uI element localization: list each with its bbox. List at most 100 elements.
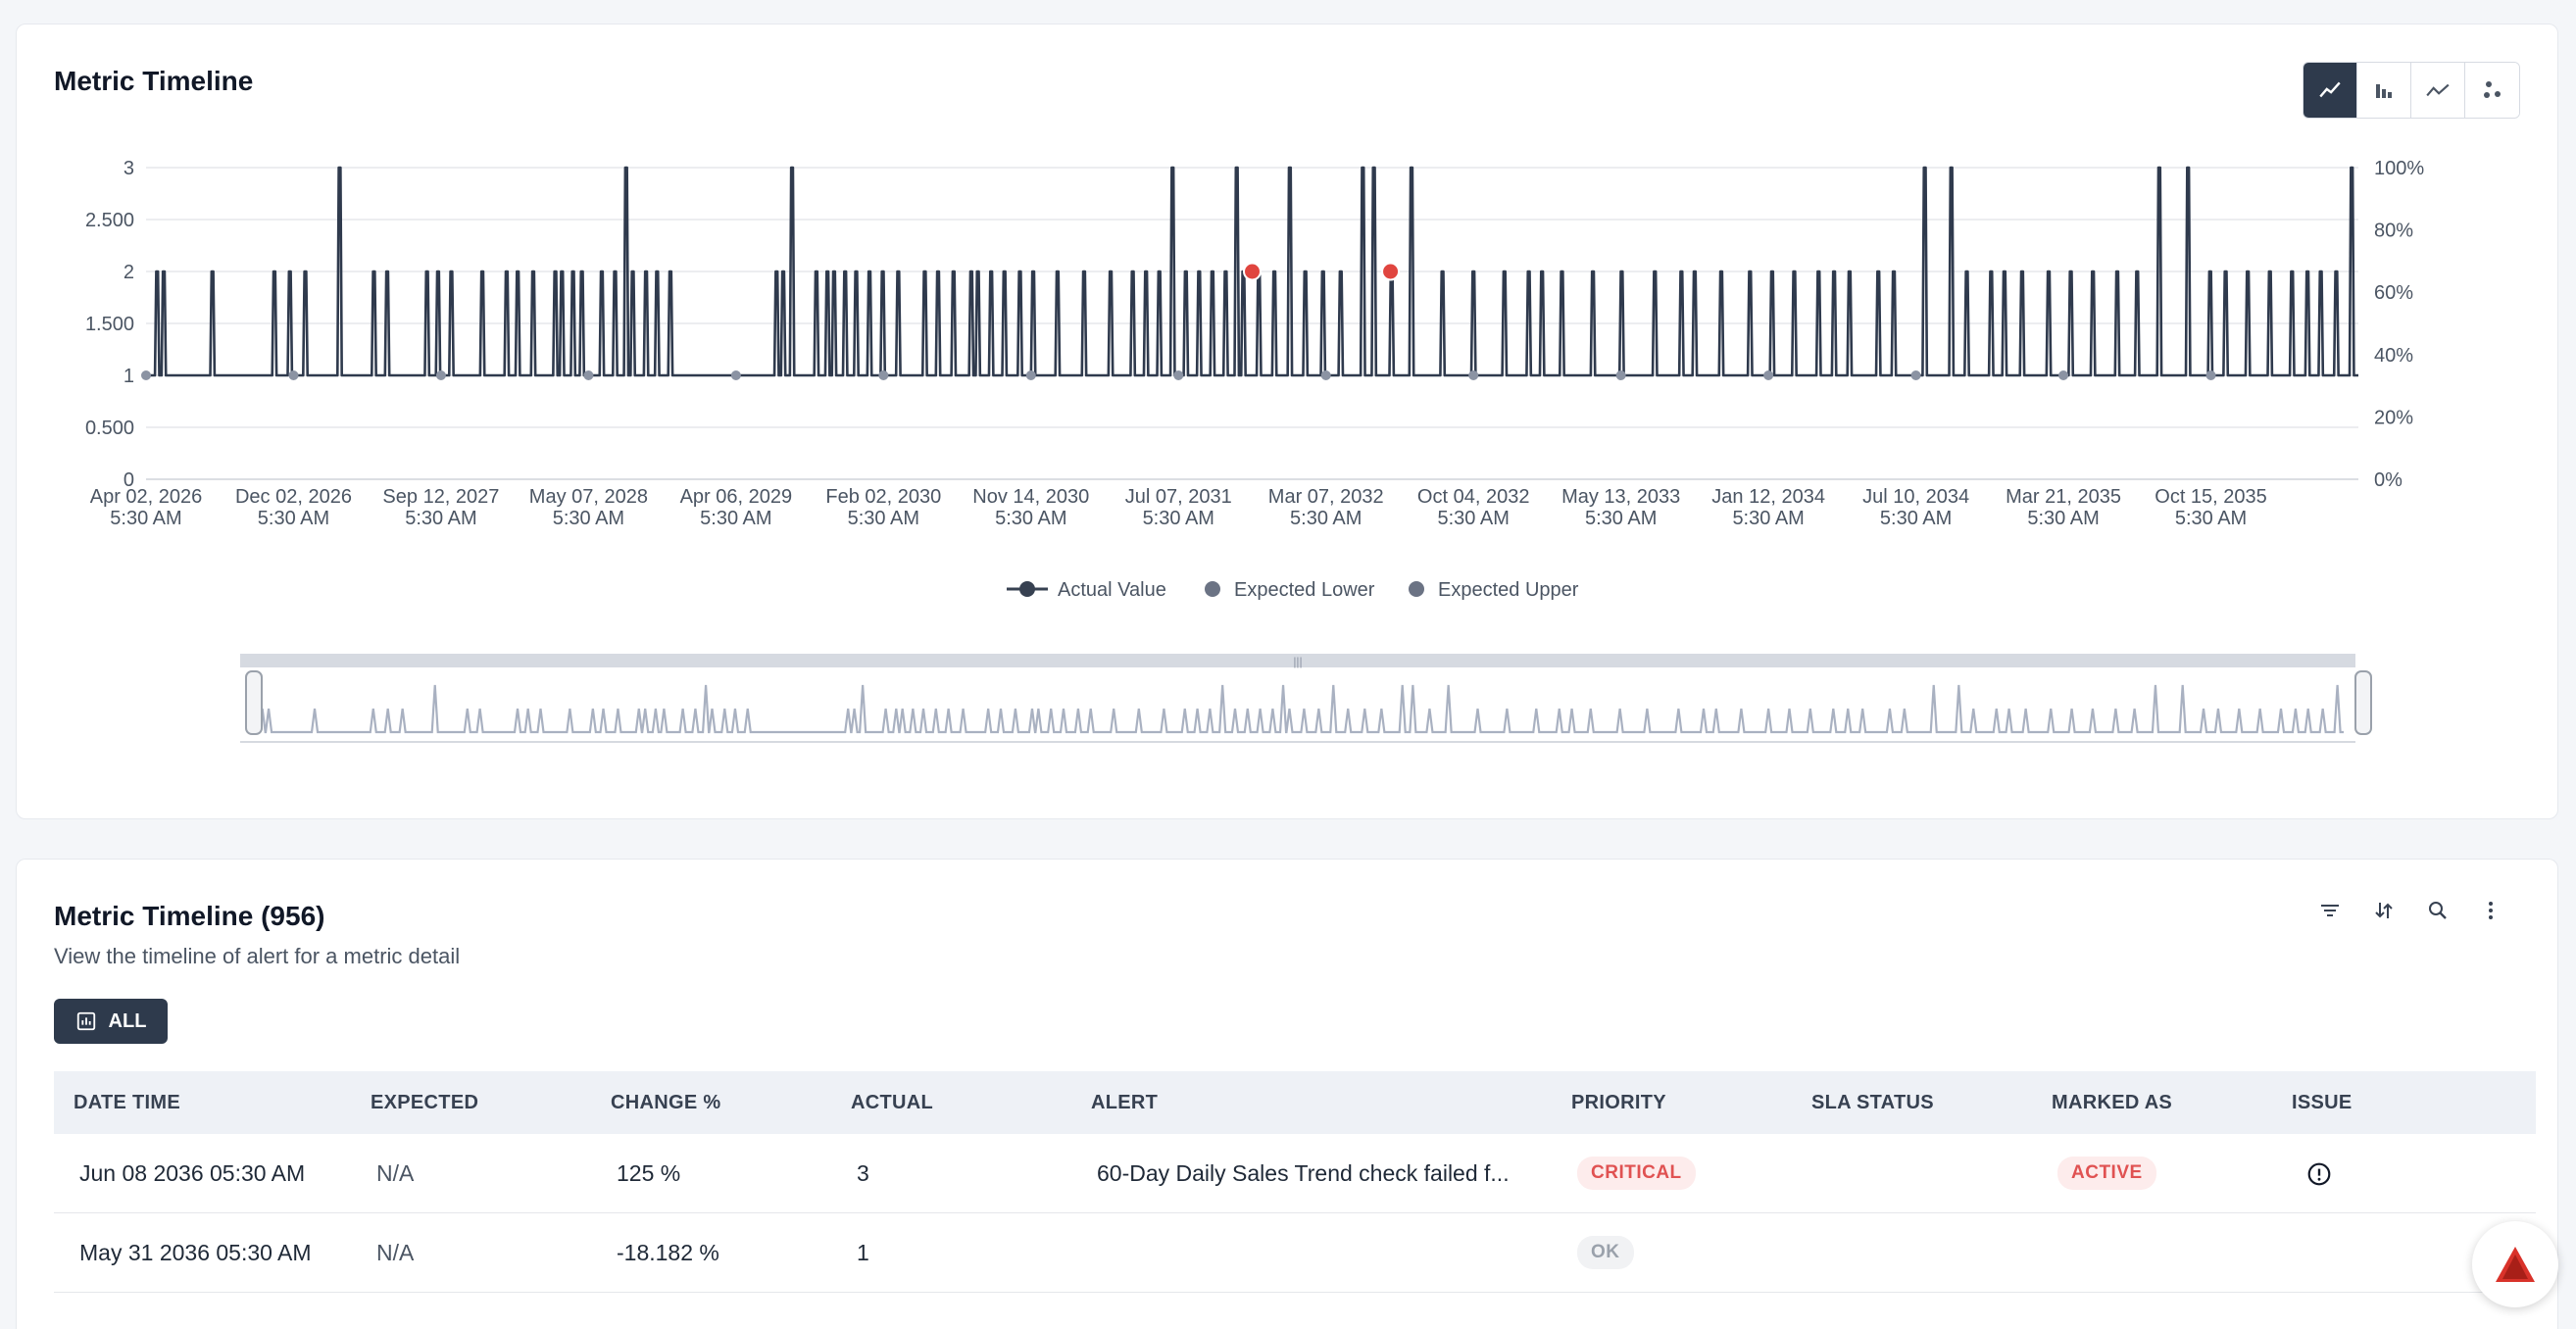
legend-marker	[1205, 581, 1220, 597]
bar-chart-toggle-button[interactable]	[2357, 63, 2411, 118]
y-right-tick-label: 20%	[2374, 407, 2413, 428]
column-header-date-time[interactable]: DATE TIME	[74, 1091, 180, 1113]
navigator-series	[252, 684, 2344, 734]
column-header-priority[interactable]: PRIORITY	[1571, 1091, 1666, 1113]
cell-date-time: May 31 2036 05:30 AM	[79, 1239, 312, 1265]
x-tick-time: 5:30 AM	[995, 508, 1066, 529]
chart-card: Metric Timeline 0 0.500 1 1.500 2 2.500 3 0% 20%…	[16, 24, 2558, 819]
x-tick-date: Feb 02, 2030	[825, 486, 941, 508]
x-tick-time: 5:30 AM	[405, 508, 476, 529]
expected-marker	[1320, 370, 1331, 380]
navigator-left-handle[interactable]	[245, 670, 263, 735]
table-row[interactable]: May 31 2036 05:30 AM N/A -18.182 % 1 OK	[54, 1213, 2536, 1293]
table-card: Metric Timeline (956) View the timeline …	[16, 859, 2558, 1329]
x-tick-date: Nov 14, 2030	[972, 486, 1089, 508]
scatter-icon	[2483, 81, 2501, 98]
y-tick-label: 3	[124, 158, 134, 179]
legend-marker	[1019, 581, 1035, 597]
expected-marker	[1468, 370, 1479, 380]
column-header-actual[interactable]: ACTUAL	[851, 1091, 934, 1113]
y-right-tick-label: 80%	[2374, 221, 2413, 242]
trend-line-icon	[2426, 83, 2450, 97]
column-header-change[interactable]: CHANGE %	[611, 1091, 721, 1113]
x-tick-date: Dec 02, 2026	[235, 486, 352, 508]
y-tick-label: 1.500	[85, 314, 134, 335]
y-right-tick-label: 40%	[2374, 345, 2413, 367]
table-row[interactable]: Jun 08 2036 05:30 AM N/A 125 % 3 60-Day …	[54, 1134, 2536, 1213]
cell-actual: 3	[857, 1159, 869, 1186]
expected-marker	[878, 370, 889, 380]
bar-chart-icon	[2376, 84, 2392, 98]
legend-label: Expected Upper	[1438, 579, 1579, 601]
x-tick-time: 5:30 AM	[1143, 508, 1214, 529]
x-tick-time: 5:30 AM	[1438, 508, 1510, 529]
x-tick-time: 5:30 AM	[700, 508, 771, 529]
x-tick-time: 5:30 AM	[258, 508, 329, 529]
table-card-subtitle: View the timeline of alert for a metric …	[54, 944, 461, 968]
chart-icon	[76, 1011, 95, 1031]
y-right-tick-label: 60%	[2374, 282, 2413, 304]
filter-button[interactable]	[2310, 891, 2350, 930]
anomaly-point	[1381, 262, 1401, 281]
navigator-scrollbar	[240, 654, 2355, 667]
navigator-grip: |||	[1293, 655, 1302, 668]
warning-logo-icon	[2496, 1247, 2535, 1282]
x-tick-date: May 13, 2033	[1561, 486, 1680, 508]
expected-marker	[141, 370, 151, 380]
expected-marker	[2205, 370, 2216, 380]
x-tick-date: May 07, 2028	[529, 486, 648, 508]
chart-type-toggle	[2303, 62, 2520, 119]
priority-badge: OK	[1577, 1236, 1634, 1269]
column-header-expected[interactable]: EXPECTED	[371, 1091, 479, 1113]
chart-card-title: Metric Timeline	[54, 66, 254, 96]
scatter-toggle-button[interactable]	[2465, 63, 2519, 118]
alert-circle-icon[interactable]	[2306, 1161, 2332, 1187]
floating-logo-button[interactable]	[2472, 1221, 2558, 1307]
expected-marker	[1763, 370, 1774, 380]
x-tick-time: 5:30 AM	[1732, 508, 1804, 529]
trend-line-toggle-button[interactable]	[2411, 63, 2465, 118]
sort-button[interactable]	[2364, 891, 2403, 930]
expected-marker	[2058, 370, 2069, 380]
cell-change: -18.182 %	[617, 1239, 719, 1265]
y-tick-label: 2	[124, 262, 134, 283]
y-tick-label: 2.500	[85, 210, 134, 231]
x-tick-time: 5:30 AM	[1880, 508, 1952, 529]
column-header-alert[interactable]: ALERT	[1091, 1091, 1159, 1113]
cell-expected: N/A	[376, 1239, 415, 1265]
more-options-button[interactable]	[2471, 891, 2510, 930]
line-chart-toggle-button[interactable]	[2304, 63, 2357, 118]
x-tick-date: Apr 06, 2029	[680, 486, 793, 508]
y-right-tick-label: 100%	[2374, 158, 2424, 179]
y-right-tick-label: 0%	[2374, 469, 2403, 491]
anomaly-point	[1243, 262, 1262, 281]
search-button[interactable]	[2418, 891, 2457, 930]
cell-change: 125 %	[617, 1159, 681, 1186]
x-tick-date: Mar 07, 2032	[1268, 486, 1384, 508]
sort-icon	[2375, 903, 2393, 918]
y-tick-label: 1	[124, 366, 134, 387]
expected-marker	[1025, 370, 1036, 380]
x-tick-time: 5:30 AM	[848, 508, 919, 529]
column-header-issue[interactable]: ISSUE	[2292, 1091, 2353, 1113]
expected-marker	[1910, 370, 1921, 380]
legend-label: Expected Lower	[1234, 579, 1375, 601]
cell-marked-as: ACTIVE	[2032, 1157, 2272, 1190]
x-tick-date: Jul 07, 2031	[1125, 486, 1232, 508]
table-header: DATE TIME EXPECTED CHANGE % ACTUAL ALERT…	[54, 1071, 2536, 1134]
legend-label: Actual Value	[1058, 579, 1166, 601]
x-tick-time: 5:30 AM	[110, 508, 181, 529]
x-tick-date: Oct 04, 2032	[1417, 486, 1530, 508]
column-header-sla-status[interactable]: SLA STATUS	[1811, 1091, 1934, 1113]
filter-all-button[interactable]: ALL	[54, 999, 168, 1044]
cell-alert[interactable]: 60-Day Daily Sales Trend check failed f.…	[1097, 1159, 1510, 1186]
x-tick-date: Jul 10, 2034	[1862, 486, 1969, 508]
x-tick-date: Sep 12, 2027	[382, 486, 499, 508]
expected-marker	[435, 370, 446, 380]
cell-priority: OK	[1552, 1236, 1792, 1269]
metric-timeline-chart: 0 0.500 1 1.500 2 2.500 3 0% 20% 40% 60% 80% 100% Apr…	[85, 158, 2424, 743]
navigator-right-handle[interactable]	[2354, 670, 2372, 735]
filter-all-label: ALL	[108, 1009, 147, 1032]
search-icon	[2429, 902, 2447, 919]
column-header-marked-as[interactable]: MARKED AS	[2052, 1091, 2173, 1113]
